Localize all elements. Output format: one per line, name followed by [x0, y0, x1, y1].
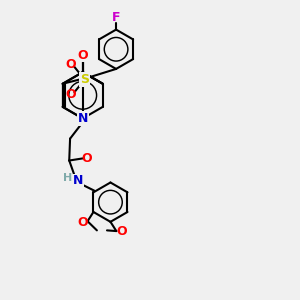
- Text: O: O: [77, 49, 88, 62]
- Text: O: O: [116, 225, 127, 239]
- Text: S: S: [80, 73, 89, 86]
- Text: N: N: [77, 112, 88, 125]
- Text: O: O: [82, 152, 92, 165]
- Text: H: H: [63, 173, 72, 183]
- Text: O: O: [66, 58, 76, 71]
- Text: N: N: [73, 174, 84, 187]
- Text: F: F: [112, 11, 120, 24]
- Text: O: O: [77, 216, 88, 229]
- Text: O: O: [66, 88, 76, 101]
